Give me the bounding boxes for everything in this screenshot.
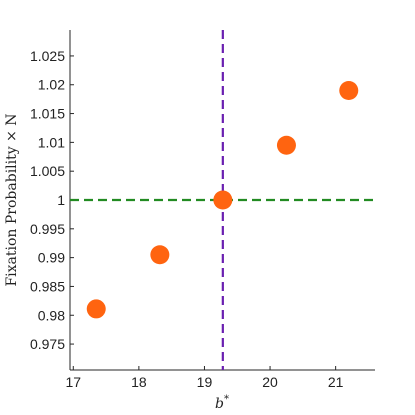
y-tick-label: 0.98 — [38, 307, 65, 323]
data-point — [86, 299, 106, 319]
data-point — [339, 81, 359, 101]
x-tick-label: 17 — [65, 374, 81, 390]
x-tick-label: 19 — [197, 374, 213, 390]
y-tick-label: 0.975 — [30, 336, 65, 352]
data-point — [276, 135, 296, 155]
data-point — [150, 245, 170, 265]
x-tick-label: 20 — [262, 374, 278, 390]
tick-labels: 17 18 19 20 21 0.975 0.98 0.985 0.99 0.995 1 1.005 1… — [30, 48, 344, 390]
y-tick-label: 1.01 — [38, 134, 65, 150]
y-tick-label: 0.99 — [38, 250, 65, 266]
data-points — [86, 81, 359, 319]
y-tick-label: 1.02 — [38, 77, 65, 93]
y-tick-label: 1.025 — [30, 48, 65, 64]
x-tick-label: 18 — [131, 374, 147, 390]
y-tick-label: 1 — [57, 192, 65, 208]
x-tick-label: 21 — [328, 374, 344, 390]
x-axis-label: b* — [215, 394, 229, 412]
data-point — [213, 190, 233, 210]
y-axis-label: Fixation Probability × N — [4, 113, 20, 286]
y-tick-label: 1.015 — [30, 106, 65, 122]
y-tick-label: 0.985 — [30, 278, 65, 294]
y-tick-label: 1.005 — [30, 163, 65, 179]
y-tick-label: 0.995 — [30, 221, 65, 237]
